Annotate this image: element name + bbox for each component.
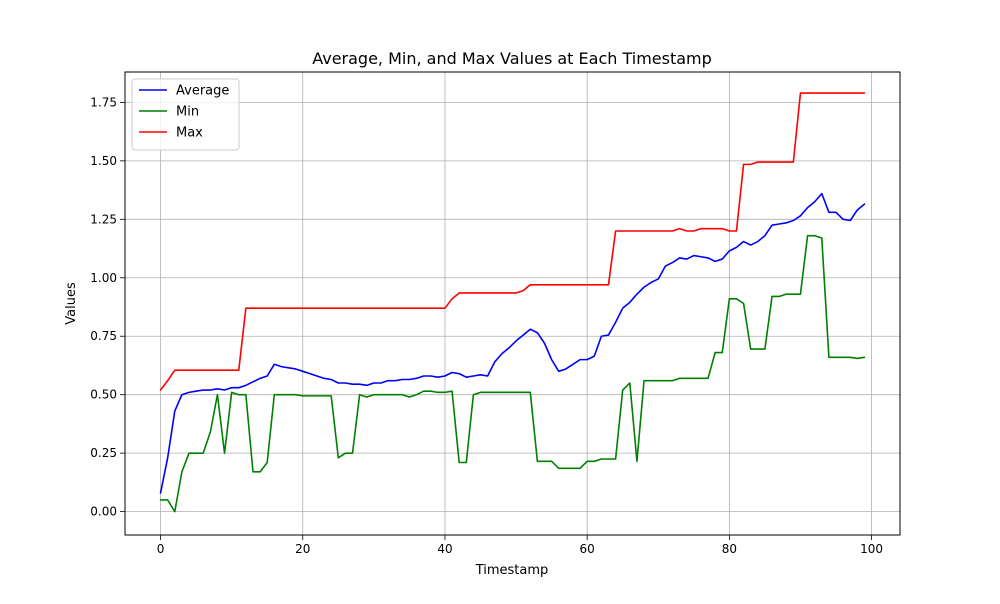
y-axis-label: Values — [64, 282, 79, 325]
chart-title: Average, Min, and Max Values at Each Tim… — [312, 49, 712, 68]
y-tick-label: 0.25 — [90, 446, 117, 460]
x-axis-label: Timestamp — [475, 563, 549, 578]
y-tick-label: 1.00 — [90, 271, 117, 285]
x-tick-label: 60 — [580, 542, 595, 556]
x-tick-label: 100 — [860, 542, 883, 556]
y-tick-label: 1.50 — [90, 154, 117, 168]
y-tick-label: 1.25 — [90, 212, 117, 226]
series-lines — [159, 92, 866, 513]
legend: Average Min Max — [131, 78, 240, 151]
series-line-min — [159, 234, 866, 513]
series-line-max — [159, 92, 866, 391]
x-tick-label: 80 — [722, 542, 737, 556]
legend-label-min: Min — [176, 105, 199, 120]
legend-label-average: Average — [176, 84, 229, 99]
axis-ticks: 0 20 40 60 80 100 0.00 0.25 0.50 0.75 1.00 1.25 1.50… — [90, 95, 883, 556]
y-tick-label: 0.50 — [90, 388, 117, 402]
legend-label-max: Max — [176, 126, 203, 141]
y-tick-label: 0.00 — [90, 505, 117, 519]
grid-lines — [125, 72, 900, 535]
y-tick-label: 1.75 — [90, 95, 117, 109]
y-tick-label: 0.75 — [90, 329, 117, 343]
plot-area-frame — [124, 71, 901, 536]
x-tick-label: 20 — [295, 542, 310, 556]
series-line-average — [159, 192, 866, 494]
x-tick-label: 0 — [157, 542, 165, 556]
x-tick-label: 40 — [437, 542, 452, 556]
